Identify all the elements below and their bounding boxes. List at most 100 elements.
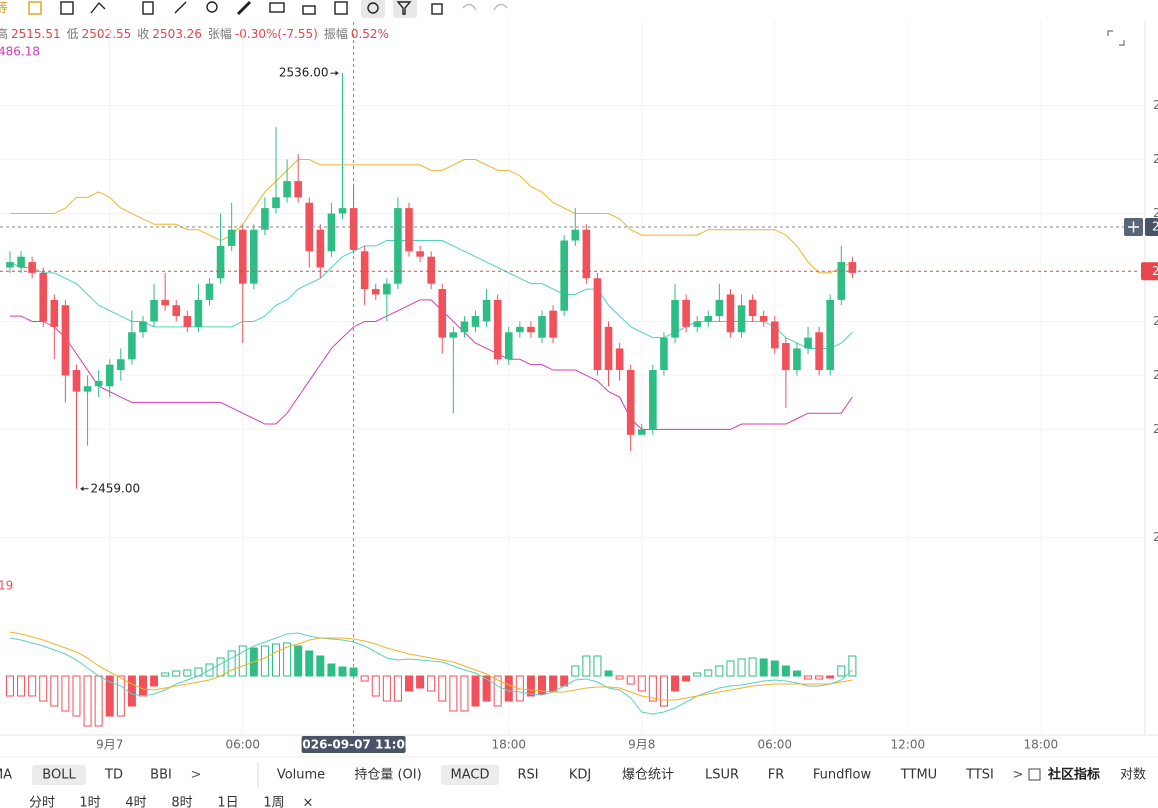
indicator-tab[interactable]: MA — [0, 768, 12, 783]
tab-more[interactable]: > — [1013, 768, 1024, 783]
macd-bar — [393, 675, 402, 702]
tool-icon[interactable] — [367, 2, 379, 14]
candle-body — [105, 364, 114, 387]
indicator-tab[interactable]: BBI — [150, 768, 172, 783]
expand-icon[interactable] — [1107, 30, 1125, 46]
interval-tab[interactable]: 1周 — [263, 796, 284, 808]
macd-bar — [781, 665, 790, 677]
tool-icon[interactable] — [269, 2, 285, 13]
toolbar: 等 — [0, 0, 508, 18]
candle-body — [748, 299, 757, 317]
tool-icon[interactable] — [334, 1, 348, 15]
macd-bar — [538, 675, 547, 695]
interval-tab[interactable]: × — [303, 796, 314, 808]
candle-body — [460, 321, 469, 333]
tool-icon[interactable] — [142, 1, 154, 15]
info-label: 振幅 — [324, 26, 348, 41]
interval-tab[interactable]: 1日 — [217, 796, 238, 808]
macd-bar — [826, 675, 835, 679]
macd-bar — [648, 675, 657, 702]
x-tick-label: 9月7 — [96, 738, 123, 752]
macd-bar — [693, 672, 702, 677]
indicator-tab[interactable]: MACD — [451, 768, 490, 783]
indicator-tab[interactable]: Volume — [277, 768, 325, 783]
indicator-tab[interactable]: RSI — [517, 768, 538, 783]
macd-bar — [327, 663, 336, 677]
candle-body — [28, 262, 36, 273]
indicator-tab[interactable]: TTMU — [900, 768, 937, 783]
y-tick-label: 2 — [1153, 98, 1158, 112]
macd-bar — [637, 675, 646, 692]
macd-label: 19 — [0, 579, 13, 593]
x-tick-label: 18:00 — [491, 738, 526, 752]
tool-icon[interactable] — [60, 1, 74, 15]
community-tab[interactable]: 社区指标 — [1047, 767, 1100, 783]
tool-icon[interactable] — [302, 5, 316, 15]
crosshair-x-box — [301, 736, 406, 753]
tool-icon[interactable] — [28, 1, 42, 15]
candle-body — [493, 299, 502, 360]
candle-body — [205, 283, 214, 300]
candle-body — [649, 370, 657, 430]
candle-body — [216, 245, 225, 279]
indicator-tab[interactable]: TTSI — [965, 768, 994, 783]
interval-tab[interactable]: 8时 — [171, 796, 192, 808]
candle-body — [715, 299, 724, 317]
macd-bar — [449, 675, 458, 712]
indicator-tab[interactable]: KDJ — [569, 768, 591, 783]
log-toggle[interactable]: 对数 — [1120, 768, 1146, 783]
tool-icon[interactable] — [431, 3, 443, 15]
y-tick-label: 2 — [1153, 314, 1158, 328]
candle-body — [17, 256, 25, 268]
tool-icon[interactable] — [174, 1, 187, 14]
macd-bar — [504, 675, 513, 702]
interval-tab[interactable]: 4时 — [125, 796, 146, 808]
indicator-tab[interactable]: 持仓量 (OI) — [354, 768, 421, 783]
macd-bar — [105, 675, 114, 717]
macd-bar — [571, 665, 580, 677]
candle-body — [449, 332, 458, 338]
macd-bar — [161, 672, 170, 677]
tool-icon[interactable] — [90, 1, 106, 14]
candle-body — [360, 251, 369, 290]
macd-bar — [427, 675, 436, 692]
info-value: 2503.26 — [152, 27, 202, 41]
y-tick-label: 2 — [1153, 530, 1158, 544]
tool-icon[interactable] — [462, 3, 477, 11]
tool-active-bg — [361, 0, 385, 18]
macd-bar — [349, 667, 358, 677]
tab-more[interactable]: > — [191, 768, 202, 783]
indicator-tab[interactable]: Fundflow — [813, 768, 872, 783]
candle-body — [327, 213, 336, 252]
tool-icon[interactable] — [206, 1, 218, 13]
indicator-tab[interactable]: TD — [104, 768, 123, 783]
x-tick-label: 06:00 — [225, 738, 260, 752]
candle-body — [61, 305, 70, 376]
macd-bar — [216, 657, 225, 677]
macd-bar — [416, 675, 425, 689]
candle-body — [482, 299, 491, 322]
expand-glyph[interactable] — [1107, 30, 1125, 46]
extreme-label: 2459.00 — [90, 481, 140, 495]
indicator-tab[interactable]: 爆仓统计 — [622, 768, 674, 783]
macd-bar — [748, 657, 757, 677]
interval-tab[interactable]: 分时 — [29, 796, 55, 808]
indicator-tab[interactable]: LSUR — [705, 768, 739, 783]
toolbar-cut-label: 等 — [0, 1, 8, 15]
tool-icon[interactable] — [493, 3, 508, 11]
macd-bar — [460, 675, 469, 712]
crosshair-plus — [1128, 221, 1139, 233]
macd-bar — [17, 675, 26, 697]
indicator-tab[interactable]: FR — [768, 768, 785, 783]
macd-bar — [227, 650, 236, 677]
tool-icon[interactable] — [236, 0, 252, 16]
candle-body — [272, 197, 280, 209]
macd-bar — [94, 675, 103, 727]
interval-tab[interactable]: 1时 — [79, 796, 100, 808]
candle-body — [94, 380, 103, 387]
indicator-tab[interactable]: BOLL — [42, 768, 76, 783]
candle-body — [438, 289, 447, 338]
macd-bar — [759, 658, 768, 677]
candle-body — [682, 299, 690, 327]
tool-icon[interactable] — [396, 1, 412, 15]
